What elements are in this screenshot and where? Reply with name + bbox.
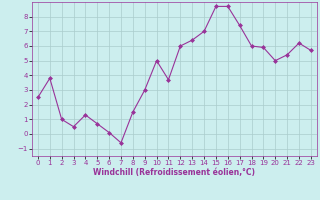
X-axis label: Windchill (Refroidissement éolien,°C): Windchill (Refroidissement éolien,°C) [93,168,255,177]
